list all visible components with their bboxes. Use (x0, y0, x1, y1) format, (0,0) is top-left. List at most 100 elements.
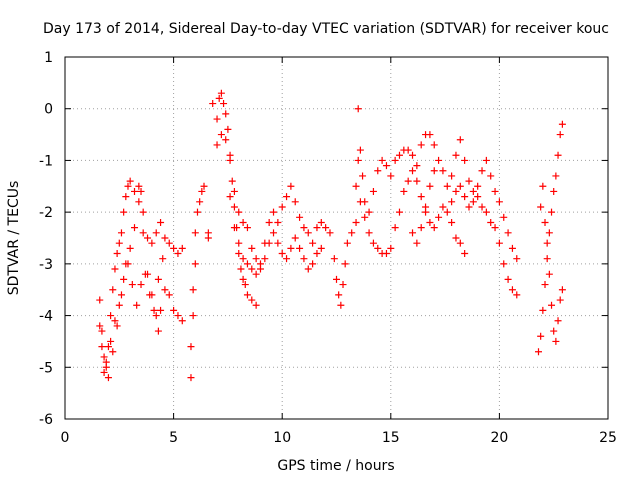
data-point (413, 162, 421, 170)
data-point (400, 187, 408, 195)
data-point (148, 239, 156, 247)
data-point (152, 229, 160, 237)
data-point (104, 343, 112, 351)
data-point (508, 286, 516, 294)
data-point (435, 156, 443, 164)
y-tick-label: -1 (39, 153, 53, 169)
data-point (430, 141, 438, 149)
data-point (550, 187, 558, 195)
data-point (474, 193, 482, 201)
data-point (552, 172, 560, 180)
data-point (265, 218, 273, 226)
data-point (404, 146, 412, 154)
x-tick-label: 10 (273, 430, 291, 446)
data-point (124, 182, 132, 190)
data-point (352, 182, 360, 190)
data-point (124, 260, 132, 268)
data-point (248, 296, 256, 304)
data-point (539, 306, 547, 314)
data-point (256, 265, 264, 273)
data-point (113, 322, 121, 330)
data-point (365, 229, 373, 237)
data-point (333, 275, 340, 283)
data-point (417, 193, 425, 201)
data-point (443, 182, 451, 190)
data-point (115, 239, 123, 247)
data-point (226, 156, 234, 164)
data-point (348, 229, 356, 237)
data-point (174, 250, 182, 258)
data-point (452, 187, 460, 195)
data-point (154, 327, 162, 335)
data-point (170, 306, 178, 314)
data-point (504, 229, 512, 237)
data-point (543, 255, 551, 263)
data-point (374, 244, 382, 252)
data-point (98, 343, 106, 351)
data-point (439, 203, 447, 211)
data-point (157, 306, 165, 314)
data-point (278, 203, 286, 211)
data-point (537, 332, 545, 340)
y-axis-label: SDTVAR / TECUs (6, 181, 22, 296)
data-point (313, 250, 321, 258)
data-point (543, 239, 551, 247)
data-point (178, 317, 186, 325)
data-point (430, 167, 438, 175)
data-point (369, 187, 377, 195)
data-point (465, 203, 473, 211)
data-point (239, 218, 247, 226)
data-point (448, 198, 456, 206)
data-point (352, 218, 360, 226)
y-tick-label: 1 (44, 50, 53, 66)
data-point (387, 172, 395, 180)
data-point (326, 229, 334, 237)
data-point (448, 218, 456, 226)
data-point (270, 208, 278, 216)
y-tick-label: -2 (39, 205, 53, 221)
data-point (137, 187, 145, 195)
data-point (356, 198, 364, 206)
data-point (274, 239, 282, 247)
data-point (556, 131, 564, 139)
data-point (222, 136, 230, 144)
data-point (270, 229, 278, 237)
data-point (413, 239, 421, 247)
data-point (534, 348, 542, 356)
data-point (139, 208, 147, 216)
data-point (198, 187, 206, 195)
data-point (541, 281, 549, 289)
data-point (104, 374, 112, 382)
data-point (413, 177, 421, 185)
plot-frame (64, 56, 609, 420)
data-point (317, 244, 325, 252)
data-point (330, 255, 338, 263)
data-point (426, 218, 434, 226)
data-point (317, 218, 325, 226)
data-point (239, 275, 247, 283)
data-point (374, 167, 382, 175)
data-point (222, 110, 230, 118)
tick-labels: 0 5 10 15 20 25 -6 -5 -4 -3 -2 -1 0 1 (39, 50, 617, 446)
data-point (409, 151, 417, 159)
data-point (102, 358, 110, 366)
y-tick-label: -6 (39, 412, 53, 428)
data-point (391, 156, 399, 164)
data-point (291, 198, 299, 206)
data-point (382, 250, 390, 258)
data-point (356, 146, 364, 154)
data-point (461, 250, 469, 258)
data-point (139, 229, 147, 237)
data-point (378, 156, 386, 164)
data-point (465, 177, 473, 185)
data-point (552, 337, 560, 345)
data-point (243, 224, 251, 232)
data-point (469, 187, 477, 195)
data-point (304, 229, 312, 237)
data-point (456, 182, 464, 190)
data-point (117, 291, 125, 299)
data-point (409, 229, 417, 237)
data-point (120, 275, 128, 283)
data-point (456, 239, 464, 247)
